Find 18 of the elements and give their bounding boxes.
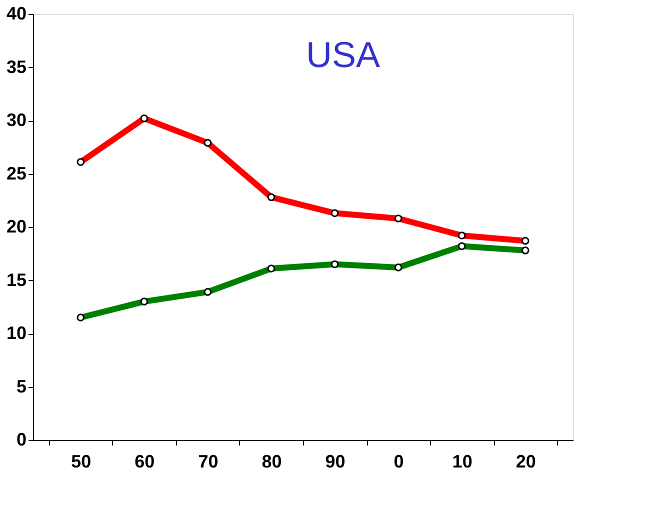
y-tick-label: 10 <box>6 323 26 343</box>
y-tick-label: 30 <box>6 110 26 130</box>
y-tick-label: 20 <box>6 216 26 236</box>
y-tick-label: 40 <box>6 4 26 24</box>
y-tick-label: 5 <box>16 376 26 396</box>
y-tick-label: 35 <box>6 56 26 77</box>
x-tick-label: 20 <box>516 452 536 472</box>
x-tick-label: 0 <box>394 452 404 472</box>
x-tick-label: 90 <box>325 452 346 472</box>
y-tick-label: 0 <box>16 430 26 450</box>
x-tick-label: 80 <box>262 452 282 472</box>
x-tick-label: 60 <box>134 452 155 472</box>
x-tick-label: 70 <box>198 452 218 472</box>
y-tick-label: 25 <box>6 163 26 184</box>
x-tick-label: 50 <box>71 452 92 472</box>
x-tick-label: 10 <box>452 452 472 472</box>
text: USA <box>306 34 380 75</box>
y-tick-label: 15 <box>6 270 26 290</box>
